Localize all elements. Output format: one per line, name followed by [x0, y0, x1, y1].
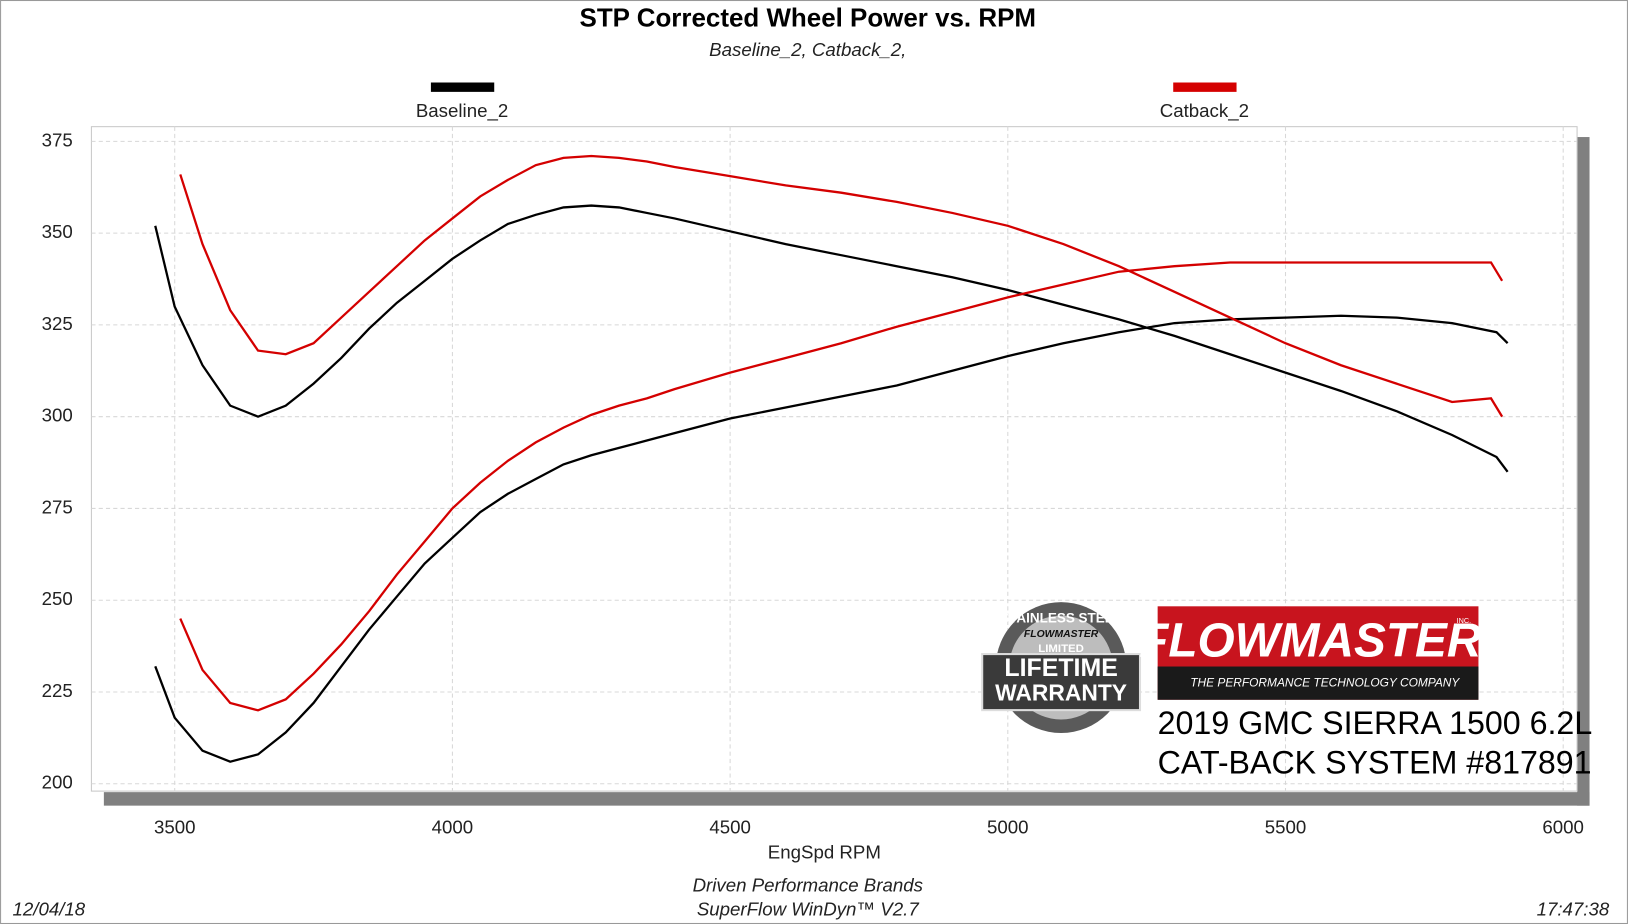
data-line — [179, 154, 1504, 418]
badge-text: LIMITED — [1038, 643, 1084, 655]
x-tick-label: 3500 — [154, 816, 196, 837]
logo-tagline: THE PERFORMANCE TECHNOLOGY COMPANY — [1190, 675, 1460, 689]
badge-text: WARRANTY — [995, 680, 1127, 706]
y-tick-label: 325 — [42, 313, 73, 334]
data-line — [154, 314, 1509, 763]
logo-band — [1157, 666, 1479, 700]
footer: SuperFlow WinDyn™ V2.7 — [697, 898, 920, 919]
x-tick-label: 5500 — [1265, 816, 1307, 837]
brand-logo: FLOWMASTER INC. THE PERFORMANCE TECHNOLO… — [1139, 606, 1482, 700]
caption: 2019 GMC SIERRA 1500 6.2L — [1158, 705, 1593, 741]
x-axis-label: EngSpd RPM — [768, 841, 881, 862]
legend-label: Catback_2 — [1160, 100, 1249, 122]
time: 17:47:38 — [1537, 898, 1610, 919]
badge-band — [981, 653, 1142, 712]
y-tick-label: 300 — [42, 405, 73, 426]
y-tick-label: 250 — [42, 588, 73, 609]
data-line — [179, 261, 1504, 712]
chart-title: STP Corrected Wheel Power vs. RPM — [580, 5, 1036, 33]
date: 12/04/18 — [13, 898, 86, 919]
x-tick-label: 5000 — [987, 816, 1029, 837]
data-line — [154, 204, 1509, 473]
legend-label: Baseline_2 — [416, 100, 508, 122]
y-tick-label: 350 — [42, 221, 73, 242]
caption: CAT-BACK SYSTEM #817891 — [1158, 745, 1592, 781]
badge-text: LIFETIME — [1004, 654, 1117, 682]
y-tick-label: 225 — [42, 680, 73, 701]
plot-shadow — [103, 792, 1590, 806]
y-tick-label: 200 — [42, 772, 73, 793]
y-tick-label: 275 — [42, 496, 73, 517]
chart-subtitle: Baseline_2, Catback_2, — [709, 39, 906, 60]
warranty-badge: STAINLESS STEEL FLOWMASTER LIMITED LIFET… — [981, 602, 1142, 733]
y-tick-label: 375 — [42, 129, 73, 150]
badge-text: STAINLESS STEEL — [1000, 610, 1122, 625]
logo-inc: INC. — [1457, 616, 1472, 625]
x-tick-label: 4500 — [709, 816, 751, 837]
plot-shadow — [1577, 137, 1590, 806]
x-tick-label: 4000 — [432, 816, 474, 837]
x-tick-label: 6000 — [1542, 816, 1584, 837]
footer: Driven Performance Brands — [693, 875, 923, 896]
logo-brand: FLOWMASTER — [1139, 614, 1482, 667]
badge-text: FLOWMASTER — [1024, 629, 1099, 640]
